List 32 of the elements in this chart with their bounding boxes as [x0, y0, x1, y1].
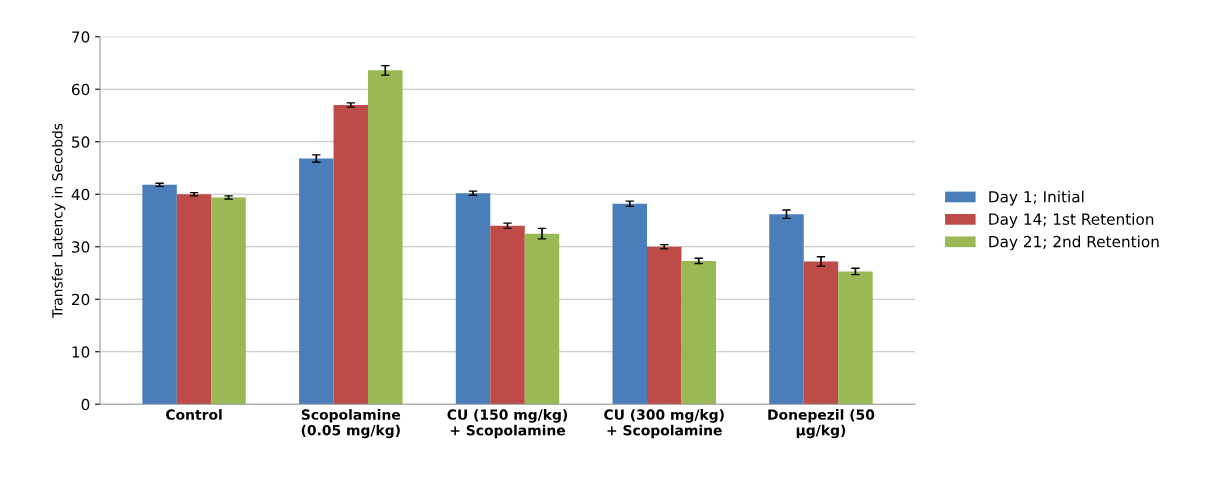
legend-label: Day 1; Initial	[989, 190, 1084, 206]
bar	[455, 193, 491, 405]
y-tick-label: 70	[72, 31, 90, 43]
bar	[524, 233, 560, 405]
x-tick-label: Scopolamine (0.05 mg/kg)	[301, 409, 401, 439]
x-tick-label: Donepezil (50 µg/kg)	[768, 409, 875, 439]
x-tick-label: Control	[166, 409, 222, 420]
bar	[681, 260, 716, 405]
y-tick-label: 50	[72, 136, 90, 148]
bar	[299, 158, 334, 405]
bar	[176, 194, 212, 405]
x-tick-label: CU (300 mg/kg) + Scopolamine	[604, 409, 724, 439]
y-tick-label: 10	[72, 346, 90, 358]
bar	[769, 214, 804, 405]
legend-label: Day 21; 2nd Retention	[989, 235, 1159, 251]
legend-label: Day 14; 1st Retention	[989, 213, 1154, 228]
bar	[803, 261, 839, 405]
bar	[490, 225, 525, 405]
bar	[612, 203, 647, 405]
bar	[333, 105, 369, 405]
bar	[142, 184, 177, 405]
y-tick-label: 40	[71, 188, 90, 201]
bar	[368, 70, 403, 405]
y-axis-title: Transfer Latency in Secobds	[51, 123, 66, 319]
y-tick-label: 60	[71, 83, 90, 96]
bar	[838, 271, 873, 405]
bar	[211, 197, 246, 405]
y-tick-label: 20	[72, 293, 90, 306]
y-tick-label: 0	[81, 398, 90, 411]
y-tick-label: 30	[72, 241, 90, 253]
bar	[647, 246, 682, 405]
x-tick-label: CU (150 mg/kg) + Scopolamine	[447, 409, 568, 439]
